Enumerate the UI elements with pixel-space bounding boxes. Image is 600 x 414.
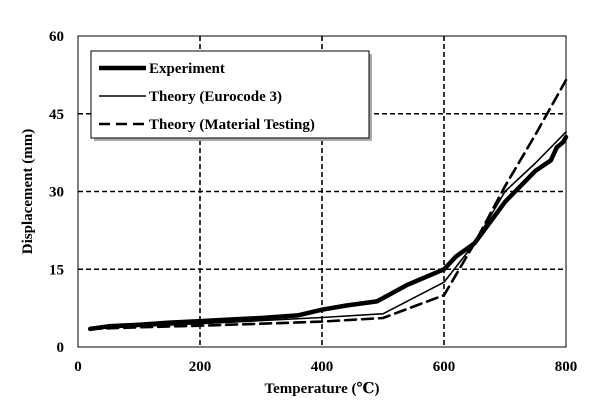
- y-tick-label: 45: [49, 107, 64, 123]
- y-axis-title: Displacement (mm): [20, 129, 36, 254]
- legend-label-2: Theory (Eurocode 3): [149, 89, 282, 105]
- plot-area-frame: [77, 35, 567, 348]
- series-line-1: [87, 134, 569, 332]
- series-lines: [87, 78, 569, 332]
- x-tick-label: 0: [74, 359, 82, 375]
- x-tick-label: 600: [433, 359, 456, 375]
- series-line-3: [88, 78, 568, 331]
- legend-label-1: Experiment: [149, 61, 225, 77]
- axis-tick-labels: 0 200 400 600 800 0 15 30 45 60: [49, 29, 577, 375]
- series-line-2: [89, 131, 567, 330]
- y-tick-label: 0: [57, 340, 65, 356]
- x-tick-label: 200: [189, 359, 212, 375]
- x-axis-title: Temperature (℃): [264, 381, 379, 397]
- y-tick-label: 30: [49, 185, 64, 201]
- legend: Experiment Theory (Eurocode 3) Theory (Mat…: [90, 50, 372, 141]
- y-tick-label: 60: [49, 29, 64, 45]
- legend-label-3: Theory (Material Testing): [149, 117, 315, 133]
- y-tick-label: 15: [49, 262, 64, 278]
- x-tick-label: 400: [311, 359, 334, 375]
- x-tick-label: 800: [555, 359, 578, 375]
